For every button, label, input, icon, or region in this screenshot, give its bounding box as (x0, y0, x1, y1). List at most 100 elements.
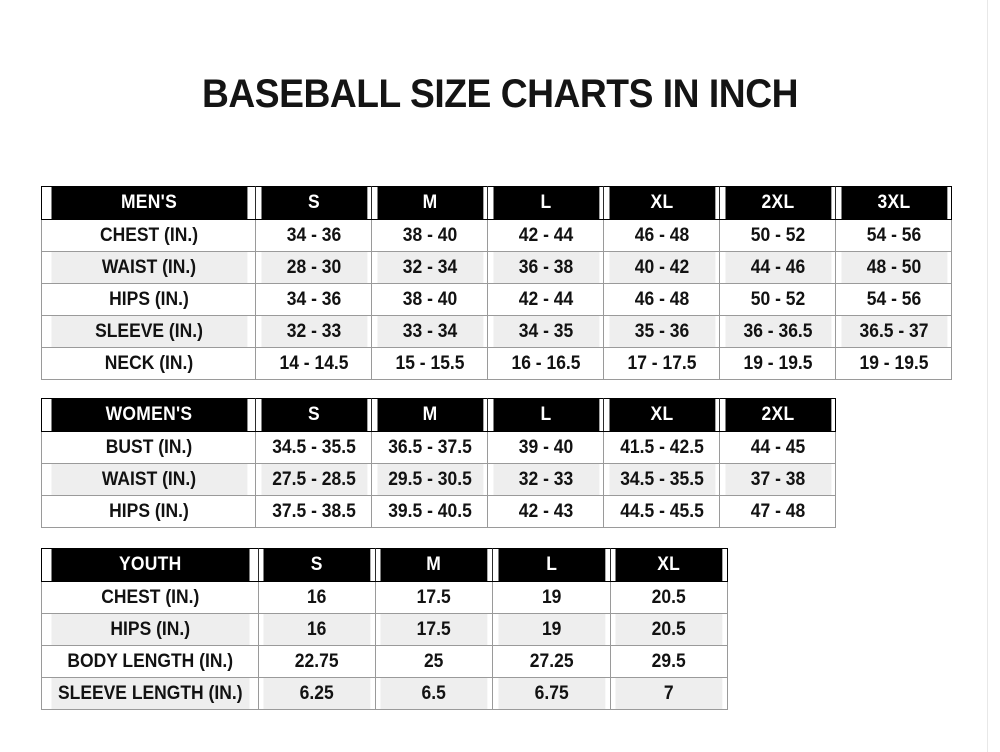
measurement-cell: 35 - 36 (607, 315, 716, 348)
womens-row-label: HIPS (IN.) (49, 495, 248, 528)
womens-size-header-2xl: 2XL (723, 398, 832, 432)
youth-row-label: CHEST (IN.) (49, 581, 250, 614)
measurement-cell: 37.5 - 38.5 (259, 495, 368, 528)
measurement-cell: 22.75 (262, 645, 372, 678)
mens-size-table: MEN'S S M L XL 2XL 3XL CHEST (IN.) 34 - 36 38 - … (41, 186, 952, 380)
womens-header-row: WOMEN'S S M L XL 2XL (42, 398, 836, 432)
womens-table-header: WOMEN'S S M L XL 2XL (42, 398, 836, 432)
measurement-cell: 17 - 17.5 (607, 347, 716, 380)
youth-table-header: YOUTH S M L XL (42, 548, 728, 582)
mens-table-title: MEN'S (49, 186, 248, 220)
measurement-cell: 46 - 48 (607, 283, 716, 316)
mens-size-header-s: S (259, 186, 368, 220)
mens-row-label: CHEST (IN.) (49, 219, 248, 252)
measurement-cell: 50 - 52 (723, 283, 832, 316)
table-row: NECK (IN.) 14 - 14.5 15 - 15.5 16 - 16.5 17 … (42, 347, 952, 380)
measurement-cell: 44.5 - 45.5 (607, 495, 716, 528)
measurement-cell: 39.5 - 40.5 (375, 495, 484, 528)
table-row: SLEEVE (IN.) 32 - 33 33 - 34 34 - 35 35 - 36… (42, 315, 952, 348)
measurement-cell: 29.5 - 30.5 (375, 463, 484, 496)
womens-size-header-s: S (259, 398, 368, 432)
womens-size-header-l: L (491, 398, 600, 432)
mens-row-label: HIPS (IN.) (49, 283, 248, 316)
measurement-cell: 36 - 38 (491, 251, 600, 284)
measurement-cell: 54 - 56 (839, 283, 948, 316)
mens-table-body: CHEST (IN.) 34 - 36 38 - 40 42 - 44 46 - 48 5… (42, 219, 952, 380)
mens-row-label: NECK (IN.) (49, 347, 248, 380)
measurement-cell: 16 - 16.5 (491, 347, 600, 380)
measurement-cell: 19 - 19.5 (839, 347, 948, 380)
table-row: SLEEVE LENGTH (IN.) 6.25 6.5 6.75 7 (42, 677, 728, 710)
youth-row-label: HIPS (IN.) (49, 613, 250, 646)
table-row: HIPS (IN.) 34 - 36 38 - 40 42 - 44 46 - 48 50… (42, 283, 952, 316)
table-row: CHEST (IN.) 34 - 36 38 - 40 42 - 44 46 - 48 5… (42, 219, 952, 252)
womens-table-body: BUST (IN.) 34.5 - 35.5 36.5 - 37.5 39 - 40 4… (42, 431, 836, 528)
measurement-cell: 39 - 40 (491, 431, 600, 464)
measurement-cell: 6.25 (262, 677, 372, 710)
table-row: BODY LENGTH (IN.) 22.75 25 27.25 29.5 (42, 645, 728, 678)
measurement-cell: 20.5 (614, 581, 724, 614)
table-row: HIPS (IN.) 37.5 - 38.5 39.5 - 40.5 42 - 43 4… (42, 495, 836, 528)
measurement-cell: 17.5 (379, 581, 489, 614)
measurement-cell: 44 - 46 (723, 251, 832, 284)
measurement-cell: 42 - 44 (491, 219, 600, 252)
measurement-cell: 7 (614, 677, 724, 710)
measurement-cell: 15 - 15.5 (375, 347, 484, 380)
measurement-cell: 36.5 - 37.5 (375, 431, 484, 464)
measurement-cell: 48 - 50 (839, 251, 948, 284)
youth-size-table: YOUTH S M L XL CHEST (IN.) 16 17.5 19 20.5 HIPS (… (41, 548, 728, 710)
measurement-cell: 37 - 38 (723, 463, 832, 496)
youth-table-body: CHEST (IN.) 16 17.5 19 20.5 HIPS (IN.) 16 17.5 1… (42, 581, 728, 710)
youth-size-header-s: S (262, 548, 372, 582)
measurement-cell: 34 - 36 (259, 219, 368, 252)
table-row: BUST (IN.) 34.5 - 35.5 36.5 - 37.5 39 - 40 4… (42, 431, 836, 464)
womens-table-title: WOMEN'S (49, 398, 248, 432)
measurement-cell: 14 - 14.5 (259, 347, 368, 380)
measurement-cell: 42 - 44 (491, 283, 600, 316)
measurement-cell: 34.5 - 35.5 (259, 431, 368, 464)
womens-size-header-m: M (375, 398, 484, 432)
measurement-cell: 32 - 33 (491, 463, 600, 496)
measurement-cell: 19 - 19.5 (723, 347, 832, 380)
measurement-cell: 38 - 40 (375, 283, 484, 316)
measurement-cell: 16 (262, 613, 372, 646)
measurement-cell: 32 - 33 (259, 315, 368, 348)
measurement-cell: 25 (379, 645, 489, 678)
measurement-cell: 19 (496, 581, 606, 614)
measurement-cell: 34 - 36 (259, 283, 368, 316)
measurement-cell: 38 - 40 (375, 219, 484, 252)
measurement-cell: 6.5 (379, 677, 489, 710)
mens-size-header-3xl: 3XL (839, 186, 948, 220)
womens-size-header-xl: XL (607, 398, 716, 432)
measurement-cell: 34.5 - 35.5 (607, 463, 716, 496)
measurement-cell: 42 - 43 (491, 495, 600, 528)
mens-header-row: MEN'S S M L XL 2XL 3XL (42, 186, 952, 220)
measurement-cell: 41.5 - 42.5 (607, 431, 716, 464)
measurement-cell: 34 - 35 (491, 315, 600, 348)
youth-size-header-xl: XL (614, 548, 724, 582)
measurement-cell: 29.5 (614, 645, 724, 678)
table-row: WAIST (IN.) 27.5 - 28.5 29.5 - 30.5 32 - 33… (42, 463, 836, 496)
measurement-cell: 28 - 30 (259, 251, 368, 284)
measurement-cell: 54 - 56 (839, 219, 948, 252)
measurement-cell: 46 - 48 (607, 219, 716, 252)
youth-size-header-m: M (379, 548, 489, 582)
mens-size-header-2xl: 2XL (723, 186, 832, 220)
measurement-cell: 36.5 - 37 (839, 315, 948, 348)
table-row: WAIST (IN.) 28 - 30 32 - 34 36 - 38 40 - 42 4… (42, 251, 952, 284)
womens-row-label: BUST (IN.) (49, 431, 248, 464)
womens-row-label: WAIST (IN.) (49, 463, 248, 496)
measurement-cell: 40 - 42 (607, 251, 716, 284)
mens-row-label: WAIST (IN.) (49, 251, 248, 284)
measurement-cell: 20.5 (614, 613, 724, 646)
mens-size-header-xl: XL (607, 186, 716, 220)
mens-size-header-m: M (375, 186, 484, 220)
mens-row-label: SLEEVE (IN.) (49, 315, 248, 348)
measurement-cell: 32 - 34 (375, 251, 484, 284)
page-title: BASEBALL SIZE CHARTS IN INCH (202, 72, 798, 116)
table-row: HIPS (IN.) 16 17.5 19 20.5 (42, 613, 728, 646)
measurement-cell: 44 - 45 (723, 431, 832, 464)
youth-size-header-l: L (496, 548, 606, 582)
measurement-cell: 16 (262, 581, 372, 614)
measurement-cell: 6.75 (496, 677, 606, 710)
